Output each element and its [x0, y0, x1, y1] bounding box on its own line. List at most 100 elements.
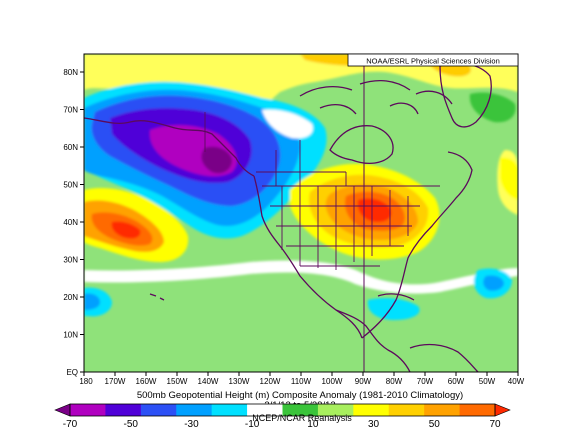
svg-text:180: 180 [79, 377, 93, 386]
negative-anomaly-pacific-core3 [201, 146, 232, 174]
coastline-greenland [439, 62, 492, 128]
svg-text:20N: 20N [63, 293, 78, 302]
lon-label-120w: 120W [260, 372, 281, 386]
lon-label-130w: 130W [229, 372, 250, 386]
svg-text:60N: 60N [63, 143, 78, 152]
positive-anomaly-namerica-core [357, 198, 392, 222]
svg-text:70N: 70N [63, 106, 78, 115]
svg-text:EQ: EQ [66, 368, 78, 377]
latitude-axis: EQ 10N 20N 30N 40N 50N 60N 70N 80N [63, 68, 84, 377]
svg-text:80W: 80W [386, 377, 403, 386]
negative-anomaly-caribbean [367, 298, 420, 320]
lat-label-10: 10N [63, 331, 84, 340]
coastline-hawaii [149, 293, 165, 301]
longitude-axis: 180 170W 160W 150W 140W 130W 120W 110W 1… [79, 372, 525, 386]
svg-text:140W: 140W [198, 377, 219, 386]
colorbar-outline [69, 403, 496, 417]
lon-label-90w: 90W [355, 372, 372, 386]
colorbar-swatch [459, 404, 496, 416]
colorbar: -70 -50 -30 -10 10 30 50 70 [54, 403, 511, 430]
coastline-alaska [84, 117, 255, 177]
colorbar-tick-label: 30 [368, 419, 380, 430]
credit-text: NOAA/ESRL Physical Sciences Division [366, 57, 500, 66]
lat-label-40: 40N [63, 218, 84, 227]
colorbar-tick-label: -70 [63, 419, 78, 430]
svg-text:30N: 30N [63, 256, 78, 265]
lon-label-140w: 140W [198, 372, 219, 386]
colorbar-ticks: -70 -50 -30 -10 10 30 50 70 [63, 419, 501, 430]
svg-text:120W: 120W [260, 377, 281, 386]
svg-text:90W: 90W [355, 377, 372, 386]
svg-text:100W: 100W [322, 377, 343, 386]
svg-text:80N: 80N [63, 68, 78, 77]
coastlines [84, 62, 492, 372]
colorbar-tick-label: -30 [184, 419, 199, 430]
lon-label-40w: 40W [508, 372, 525, 386]
lon-label-150w: 150W [167, 372, 188, 386]
colorbar-swatch [388, 404, 425, 416]
svg-text:50N: 50N [63, 181, 78, 190]
lon-label-160w: 160W [136, 372, 157, 386]
colorbar-swatch [70, 404, 106, 416]
positive-anomaly-north [84, 54, 518, 108]
coastline-north-america-west [253, 175, 363, 339]
svg-text:60W: 60W [448, 377, 465, 386]
coastline-arctic-islands [299, 79, 453, 115]
lon-label-50w: 50W [479, 372, 496, 386]
anomaly-field [84, 54, 518, 372]
positive-anomaly-pacific-west-core [111, 221, 141, 239]
coastline-hudson [329, 125, 394, 165]
near-zero-arctic-pacific [262, 109, 313, 139]
lon-label-70w: 70W [417, 372, 434, 386]
svg-text:170W: 170W [105, 377, 126, 386]
lon-label-180: 180 [79, 372, 93, 386]
political-boundaries [204, 112, 440, 270]
colorbar-swatch [176, 404, 213, 416]
coastline-north-america-east [361, 151, 473, 339]
colorbar-swatch [211, 404, 248, 416]
positive-anomaly-east-atlantic [500, 157, 518, 200]
colorbar-swatch [247, 404, 283, 416]
lat-label-0: EQ [66, 368, 84, 377]
colorbar-tick-label: 70 [489, 419, 501, 430]
colorbar-swatch [140, 404, 177, 416]
lat-label-50: 50N [63, 181, 84, 190]
coastline-central-america [335, 309, 411, 372]
svg-text:40W: 40W [508, 377, 525, 386]
svg-text:130W: 130W [229, 377, 250, 386]
lat-label-60: 60N [63, 143, 84, 152]
colorbar-tick-label: -10 [245, 419, 260, 430]
lon-label-80w: 80W [386, 372, 403, 386]
svg-text:70W: 70W [417, 377, 434, 386]
colorbar-swatch [353, 404, 390, 416]
colorbar-tick-label: -50 [123, 419, 138, 430]
svg-text:40N: 40N [63, 218, 78, 227]
colorbar-left-arrow [54, 403, 71, 417]
svg-text:110W: 110W [291, 377, 312, 386]
lat-label-70: 70N [63, 106, 84, 115]
credit-box: NOAA/ESRL Physical Sciences Division [347, 53, 519, 67]
colorbar-swatch [282, 404, 319, 416]
coastline-cuba [377, 293, 415, 301]
colorbar-right-arrow [494, 403, 511, 417]
svg-text:150W: 150W [167, 377, 188, 386]
lat-label-20: 20N [63, 293, 84, 302]
lon-label-60w: 60W [448, 372, 465, 386]
coastline-south-america [409, 343, 479, 372]
negative-anomaly-south-west-core [84, 293, 100, 310]
lat-label-80: 80N [63, 68, 84, 77]
svg-text:10N: 10N [63, 331, 78, 340]
svg-text:160W: 160W [136, 377, 157, 386]
colorbar-swatches [70, 404, 496, 416]
colorbar-tick-label: 50 [429, 419, 441, 430]
lon-label-100w: 100W [322, 372, 343, 386]
figure-title: 500mb Geopotential Height (m) Composite … [137, 390, 463, 401]
lon-label-110w: 110W [291, 372, 312, 386]
negative-anomaly-atlantic-core [483, 275, 504, 291]
colorbar-swatch [105, 404, 142, 416]
near-zero-band-pacific [84, 260, 518, 294]
lon-label-170w: 170W [105, 372, 126, 386]
colorbar-swatch [317, 404, 354, 416]
colorbar-swatch [424, 404, 460, 416]
